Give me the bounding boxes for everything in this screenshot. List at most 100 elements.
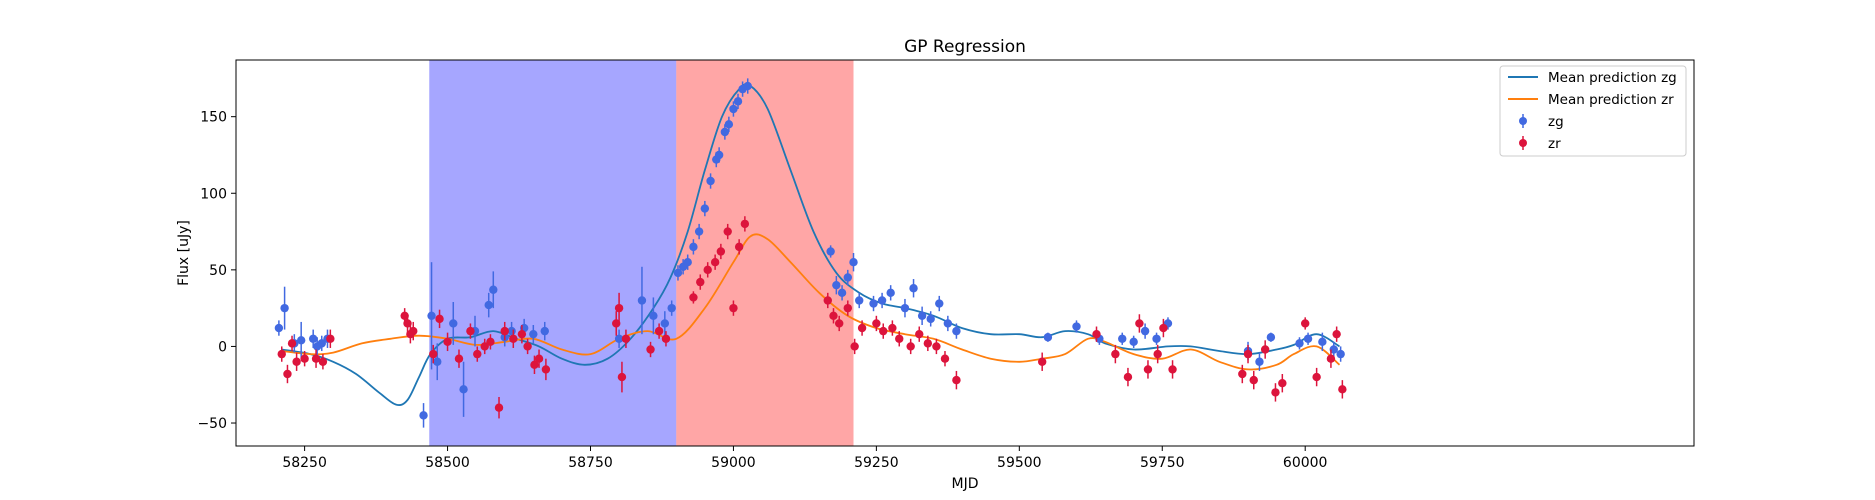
data-point-zg: [729, 104, 738, 114]
data-point-zr: [318, 357, 328, 366]
data-point-zr: [1243, 349, 1253, 359]
data-point-zg: [743, 81, 752, 91]
data-point-zg: [1152, 334, 1161, 343]
data-point-zg: [540, 326, 549, 336]
data-point-zr: [940, 354, 950, 363]
y-axis-label: Flux [uJy]: [176, 220, 192, 286]
data-point-zr: [283, 369, 292, 379]
data-point-zr: [486, 337, 495, 347]
data-point-zr: [500, 326, 509, 336]
data-point-zr: [879, 326, 888, 336]
data-point-zr: [716, 247, 726, 256]
data-point-zr: [689, 293, 698, 302]
data-point-zg: [274, 323, 284, 333]
series-line-mean-zr: [281, 233, 1341, 371]
y-tick-label: 0: [218, 339, 227, 355]
data-point-zg: [917, 311, 927, 321]
data-point-zr: [952, 375, 961, 385]
data-point-zr: [466, 326, 475, 336]
data-point-zg: [649, 311, 658, 321]
data-point-zr: [614, 303, 624, 313]
data-point-zr: [1278, 378, 1287, 388]
series-points-zr: [277, 216, 1347, 419]
data-point-zg: [433, 357, 442, 366]
data-point-zr: [1249, 375, 1258, 385]
data-point-zr: [923, 339, 933, 348]
data-point-zg: [843, 273, 852, 282]
data-point-zr: [277, 349, 286, 359]
data-point-zg: [1303, 334, 1313, 343]
data-point-zg: [869, 299, 878, 308]
data-point-zr: [435, 314, 444, 324]
data-points: [274, 78, 1347, 428]
data-point-zr: [494, 403, 504, 412]
axis-ticks: [231, 116, 1306, 451]
y-tick-label: 150: [200, 110, 227, 126]
data-point-zr: [710, 257, 720, 267]
legend: Mean prediction zg Mean prediction zr zg…: [1499, 65, 1687, 157]
data-point-zg: [855, 296, 864, 305]
data-point-zg: [280, 303, 289, 313]
data-point-zg: [886, 288, 895, 298]
shaded-span-1: [429, 60, 677, 446]
data-point-zg: [529, 329, 538, 339]
data-point-zr: [654, 326, 664, 336]
data-point-zg: [926, 314, 935, 324]
data-point-zr: [646, 345, 655, 354]
data-point-zr: [1168, 365, 1177, 374]
data-point-zr: [1092, 329, 1101, 339]
data-point-zr: [1301, 319, 1310, 328]
x-tick-label: 59750: [1140, 455, 1185, 471]
data-point-zr: [292, 357, 301, 366]
data-point-zg: [1266, 333, 1276, 342]
data-point-zg: [1129, 337, 1138, 347]
x-tick-label: 59250: [854, 455, 899, 471]
x-tick-label: 60000: [1283, 455, 1328, 471]
x-tick-label: 59000: [711, 455, 756, 471]
data-point-zr: [517, 329, 527, 339]
data-point-zr: [473, 349, 482, 359]
data-point-zg: [689, 242, 698, 252]
data-point-zg: [683, 257, 692, 267]
data-point-zr: [888, 323, 897, 333]
data-point-zr: [443, 337, 452, 347]
data-point-zg: [714, 150, 724, 160]
data-point-zr: [906, 342, 915, 351]
data-point-zr: [617, 372, 627, 382]
data-point-zg: [706, 176, 715, 186]
data-point-zr: [1111, 349, 1120, 359]
data-point-zg: [1140, 326, 1150, 336]
data-point-zr: [661, 334, 671, 343]
data-point-zg: [660, 319, 670, 328]
data-point-zg: [637, 296, 647, 305]
data-point-zr: [403, 319, 412, 328]
x-tick-label: 59500: [997, 455, 1042, 471]
legend-box: [1499, 65, 1687, 157]
data-point-zr: [895, 334, 904, 343]
data-point-zr: [1312, 372, 1321, 382]
legend-label-zg: zg: [1548, 114, 1564, 130]
data-point-zr: [1159, 323, 1168, 333]
legend-marker-zg: [1519, 117, 1527, 125]
data-point-zr: [723, 227, 732, 236]
data-point-zg: [694, 227, 704, 236]
legend-label-zr: zr: [1548, 136, 1561, 152]
data-point-zg: [484, 300, 493, 310]
data-point-zr: [915, 329, 924, 339]
data-point-zr: [703, 265, 712, 275]
data-point-zg: [419, 411, 428, 420]
data-point-zg: [952, 326, 961, 336]
data-point-zg: [1329, 345, 1338, 354]
shaded-spans: [429, 60, 854, 446]
data-point-zg: [667, 303, 676, 313]
plot-frame: [235, 59, 1695, 447]
y-tick-label: −50: [197, 416, 227, 432]
chart-title: GP Regression: [904, 37, 1026, 57]
x-tick-label: 58500: [425, 455, 470, 471]
data-point-zg: [317, 339, 326, 348]
x-tick-label: 58750: [568, 455, 613, 471]
data-point-zr: [734, 242, 744, 252]
data-point-zg: [935, 299, 944, 308]
data-point-zr: [1332, 329, 1341, 339]
data-point-zr: [872, 319, 881, 328]
